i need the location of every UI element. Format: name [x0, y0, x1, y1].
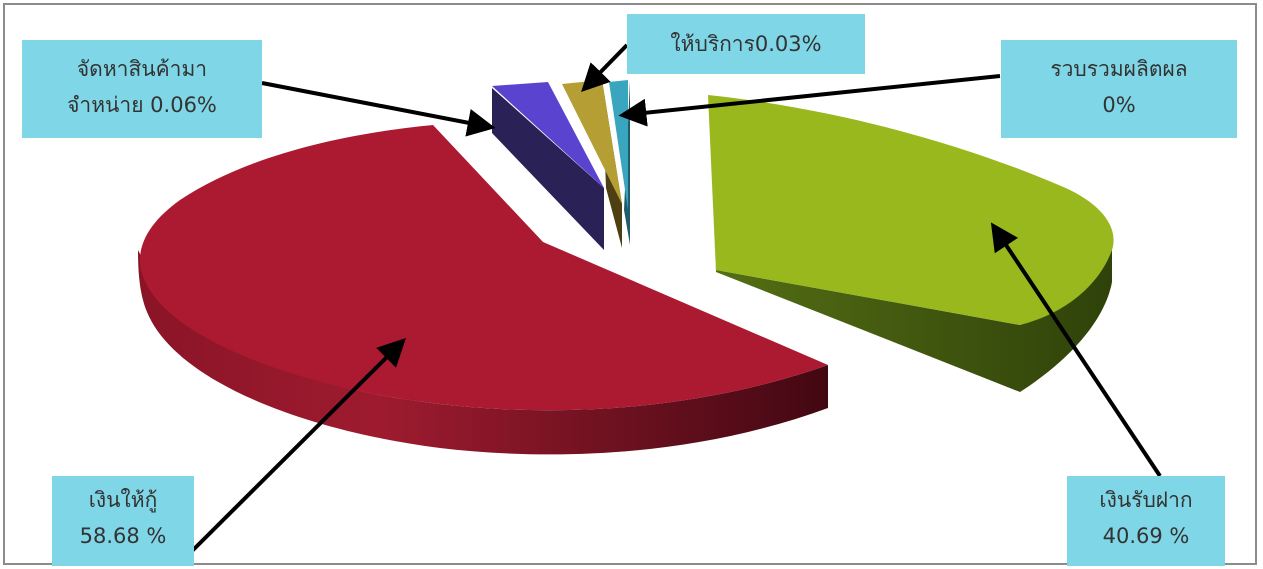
- callout-loans-line1: เงินให้กู้: [88, 488, 158, 512]
- leader-line-goods: [261, 81, 496, 137]
- slice-loans-top: [139, 125, 828, 411]
- callout-services: ให้บริการ0.03%: [627, 14, 865, 74]
- callout-deposits: เงินรับฝาก 40.69 %: [1067, 476, 1225, 566]
- leader-line-services: [581, 43, 629, 93]
- callout-loans-line2: 58.68 %: [79, 524, 167, 548]
- slice-loans-side: [138, 250, 828, 455]
- slice-services: [562, 80, 622, 248]
- slice-goods-side: [492, 88, 604, 250]
- leader-line-loans: [188, 338, 406, 555]
- slice-loans: [138, 125, 828, 455]
- slice-services-top: [562, 80, 622, 204]
- callout-collection-line2: 0%: [1102, 93, 1136, 117]
- slice-deposits-top: [708, 95, 1114, 325]
- slice-deposits-side: [708, 95, 1112, 392]
- callout-goods: จัดหาสินค้ามา จำหน่าย 0.06%: [22, 40, 262, 138]
- callout-collection-line1: รวบรวมผลิตผล: [1050, 57, 1188, 81]
- slice-goods: [492, 82, 604, 250]
- callout-services-line1: ให้บริการ0.03%: [670, 32, 822, 56]
- leader-line-deposits: [990, 222, 1162, 478]
- leader-line-collection: [618, 74, 1001, 127]
- callout-deposits-line2: 40.69 %: [1102, 524, 1190, 548]
- callout-collection: รวบรวมผลิตผล 0%: [1001, 40, 1237, 138]
- callout-goods-line2: จำหน่าย 0.06%: [67, 93, 217, 117]
- slice-deposits: [708, 95, 1114, 392]
- callout-goods-line1: จัดหาสินค้ามา: [76, 57, 208, 81]
- callout-loans: เงินให้กู้ 58.68 %: [52, 476, 194, 566]
- slice-goods-top: [492, 82, 604, 188]
- callout-deposits-line1: เงินรับฝาก: [1099, 488, 1193, 512]
